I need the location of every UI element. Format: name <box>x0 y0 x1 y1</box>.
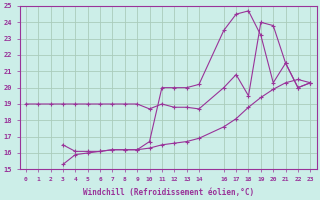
X-axis label: Windchill (Refroidissement éolien,°C): Windchill (Refroidissement éolien,°C) <box>83 188 254 197</box>
